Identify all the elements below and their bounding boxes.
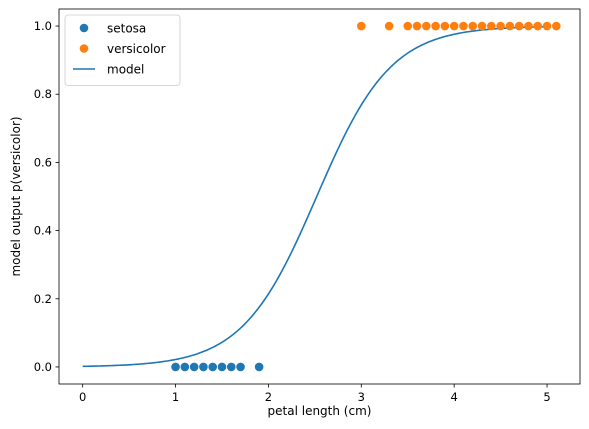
y-tick-label: 0.2 bbox=[34, 292, 52, 306]
series-line-model bbox=[82, 25, 548, 368]
y-tick-label: 0.0 bbox=[34, 360, 52, 374]
data-point-versicolor bbox=[384, 21, 394, 31]
legend-marker-versicolor bbox=[79, 44, 89, 53]
y-tick-label: 0.8 bbox=[34, 87, 52, 101]
data-point-versicolor bbox=[524, 21, 533, 31]
legend: setosa versicolor model bbox=[64, 14, 181, 86]
data-point-versicolor bbox=[505, 21, 515, 31]
legend-box bbox=[64, 14, 181, 86]
y-tick-label: 1.0 bbox=[34, 19, 52, 33]
legend-label-model: model bbox=[107, 62, 144, 76]
data-point-versicolor bbox=[487, 21, 496, 31]
y-axis-label: model output p(versicolor) bbox=[9, 116, 23, 276]
y-tick-label: 0.6 bbox=[34, 155, 52, 169]
x-axis-label: petal length (cm) bbox=[268, 404, 372, 418]
data-point-versicolor bbox=[440, 21, 450, 31]
data-point-setosa bbox=[226, 362, 236, 372]
data-point-versicolor bbox=[533, 21, 543, 31]
data-point-setosa bbox=[189, 362, 199, 372]
data-point-versicolor bbox=[459, 21, 468, 31]
data-point-versicolor bbox=[514, 21, 524, 31]
data-point-versicolor bbox=[468, 21, 478, 31]
x-axis: 0 1 2 3 4 5 bbox=[79, 384, 551, 404]
legend-label-versicolor: versicolor bbox=[107, 42, 166, 56]
data-point-versicolor bbox=[403, 21, 413, 31]
data-point-setosa bbox=[208, 362, 217, 372]
y-axis: 0.0 0.2 0.4 0.6 0.8 1.0 bbox=[34, 19, 59, 374]
data-point-versicolor bbox=[412, 21, 422, 31]
data-points-layer bbox=[171, 21, 561, 372]
legend-label-setosa: setosa bbox=[107, 21, 146, 35]
legend-marker-setosa bbox=[79, 23, 89, 33]
data-point-versicolor bbox=[477, 21, 487, 31]
model-curve-layer bbox=[82, 25, 548, 368]
data-point-setosa bbox=[236, 362, 245, 372]
data-point-setosa bbox=[180, 362, 190, 372]
x-tick-label: 2 bbox=[265, 390, 272, 404]
data-point-setosa bbox=[199, 362, 208, 372]
x-tick-label: 0 bbox=[79, 390, 86, 404]
data-point-setosa bbox=[171, 362, 180, 372]
data-point-versicolor bbox=[542, 21, 552, 31]
data-point-versicolor bbox=[552, 21, 561, 31]
x-tick-label: 5 bbox=[543, 390, 550, 404]
data-point-versicolor bbox=[431, 21, 440, 31]
x-tick-label: 3 bbox=[358, 390, 365, 404]
data-point-setosa bbox=[254, 362, 264, 372]
data-point-versicolor bbox=[449, 21, 459, 31]
y-tick-label: 0.4 bbox=[34, 224, 52, 238]
data-point-versicolor bbox=[496, 21, 505, 31]
x-tick-label: 4 bbox=[450, 390, 457, 404]
data-point-setosa bbox=[217, 362, 227, 372]
x-tick-label: 1 bbox=[172, 390, 179, 404]
data-point-versicolor bbox=[356, 21, 366, 31]
plot-frame bbox=[58, 8, 581, 385]
data-point-versicolor bbox=[422, 21, 431, 31]
